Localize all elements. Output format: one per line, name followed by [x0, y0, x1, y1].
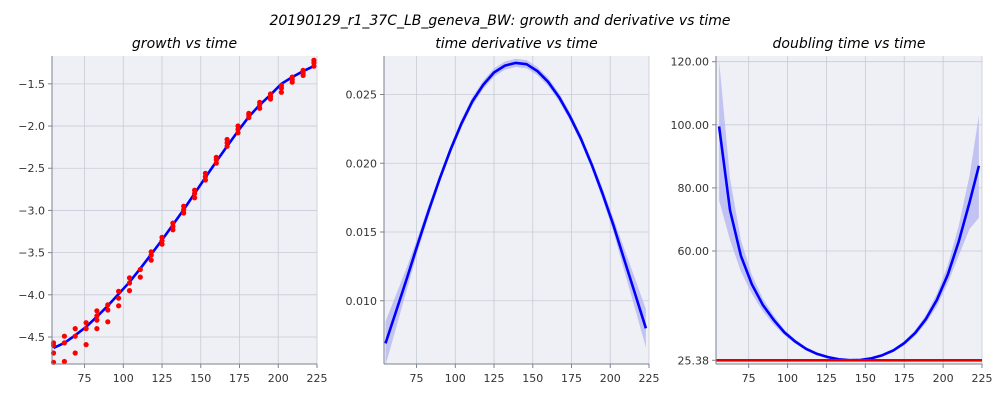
growth-data-point	[61, 358, 67, 365]
growth-data-point	[213, 157, 219, 163]
doubling-time-x-tick-label: 175	[894, 372, 915, 385]
growth-x-tick-label: 150	[190, 372, 211, 385]
doubling-time-x-tick-label: 75	[742, 372, 756, 385]
growth-y-tick-label: −3.5	[18, 247, 45, 260]
doubling-time-y-tick-label: 120.00	[671, 56, 710, 69]
derivative-y-tick-label: 0.025	[346, 89, 378, 102]
derivative-y-tick-label: 0.010	[346, 295, 378, 308]
growth-y-tick-label: −2.0	[18, 120, 45, 133]
growth-data-point	[257, 102, 263, 108]
growth-data-point	[105, 302, 111, 308]
growth-data-point	[83, 320, 89, 326]
growth-data-point	[137, 274, 143, 280]
growth-data-point	[126, 275, 133, 281]
growth-data-point	[72, 326, 78, 332]
growth-data-point	[246, 112, 252, 118]
growth-data-point	[170, 223, 176, 230]
derivative-y-tick-label: 0.015	[346, 226, 378, 239]
growth-data-point	[148, 252, 154, 258]
growth-data-point	[278, 89, 284, 95]
doubling-time-panel: doubling time vs time 75 100 125 150 175 200 22…	[671, 36, 993, 385]
growth-data-point	[116, 295, 122, 301]
doubling-time-y-tick-label: 25.38	[678, 354, 710, 367]
growth-x-tick-label: 175	[229, 372, 250, 385]
doubling-time-x-tick-label: 125	[816, 372, 837, 385]
growth-data-point	[267, 93, 274, 100]
growth-data-point	[311, 60, 317, 66]
derivative-x-tick-label: 125	[484, 372, 505, 385]
growth-x-tick-label: 200	[268, 372, 289, 385]
growth-data-point	[94, 313, 100, 319]
growth-data-point	[224, 140, 230, 146]
growth-data-point	[83, 342, 89, 348]
doubling-time-title: doubling time vs time	[773, 36, 926, 52]
growth-data-point	[235, 126, 241, 132]
derivative-x-tick-label: 100	[445, 372, 466, 385]
growth-data-point	[116, 303, 122, 309]
growth-y-tick-label: −4.5	[18, 331, 45, 344]
growth-data-point	[61, 333, 67, 339]
growth-data-point	[126, 280, 133, 286]
doubling-time-y-tick-label: 100.00	[671, 119, 710, 132]
growth-x-tick-label: 225	[307, 372, 328, 385]
growth-data-point	[181, 207, 187, 213]
derivative-x-tick-label: 225	[639, 372, 660, 385]
growth-y-tick-label: −4.0	[18, 289, 45, 302]
growth-x-tick-label: 75	[78, 372, 92, 385]
doubling-time-x-tick-label: 150	[855, 372, 876, 385]
growth-data-point	[94, 308, 100, 314]
growth-data-point	[94, 317, 100, 323]
figure-suptitle: 20190129_r1_37C_LB_geneva_BW: growth and…	[269, 13, 731, 29]
derivative-x-tick-label: 200	[600, 372, 621, 385]
growth-data-point	[159, 238, 165, 244]
growth-data-point	[202, 174, 208, 180]
growth-panel: growth vs time 75 100 125 150 175 200 225 −4.5 −4…	[18, 36, 327, 385]
doubling-time-x-tick-label: 225	[972, 372, 993, 385]
growth-data-point	[72, 333, 78, 339]
doubling-time-y-tick-label: 80.00	[678, 182, 710, 195]
growth-x-tick-label: 125	[152, 372, 173, 385]
growth-data-point	[126, 288, 133, 294]
derivative-y-tick-label: 0.020	[346, 157, 378, 170]
growth-data-point	[83, 326, 89, 332]
growth-data-point	[61, 340, 67, 346]
growth-x-tick-label: 100	[113, 372, 134, 385]
growth-data-point	[94, 326, 100, 332]
doubling-time-y-tick-label: 60.00	[678, 245, 710, 258]
growth-data-point	[300, 70, 306, 76]
derivative-confidence-band	[385, 58, 646, 366]
growth-y-tick-label: −3.0	[18, 204, 45, 217]
doubling-time-plot-area	[716, 56, 982, 364]
growth-data-point	[105, 307, 111, 313]
growth-y-tick-label: −2.5	[18, 162, 45, 175]
growth-data-point	[278, 82, 284, 89]
doubling-time-x-tick-label: 200	[933, 372, 954, 385]
growth-data-point	[116, 288, 122, 294]
derivative-x-tick-label: 150	[522, 372, 543, 385]
growth-data-point	[105, 319, 111, 325]
doubling-time-x-tick-label: 100	[777, 372, 798, 385]
derivative-x-tick-label: 175	[561, 372, 582, 385]
growth-data-point	[148, 257, 154, 263]
derivative-x-tick-label: 75	[410, 372, 424, 385]
growth-title: growth vs time	[132, 36, 237, 52]
derivative-panel: time derivative vs time 75 100 125 150 175 200…	[346, 36, 660, 385]
growth-data-point	[192, 190, 198, 197]
growth-data-point	[137, 266, 143, 273]
growth-data-point	[72, 350, 78, 356]
growth-data-point	[289, 77, 295, 83]
derivative-title: time derivative vs time	[435, 36, 597, 52]
derivative-series-line	[384, 61, 648, 344]
growth-data-point	[192, 195, 198, 201]
growth-y-tick-label: −1.5	[18, 78, 45, 91]
